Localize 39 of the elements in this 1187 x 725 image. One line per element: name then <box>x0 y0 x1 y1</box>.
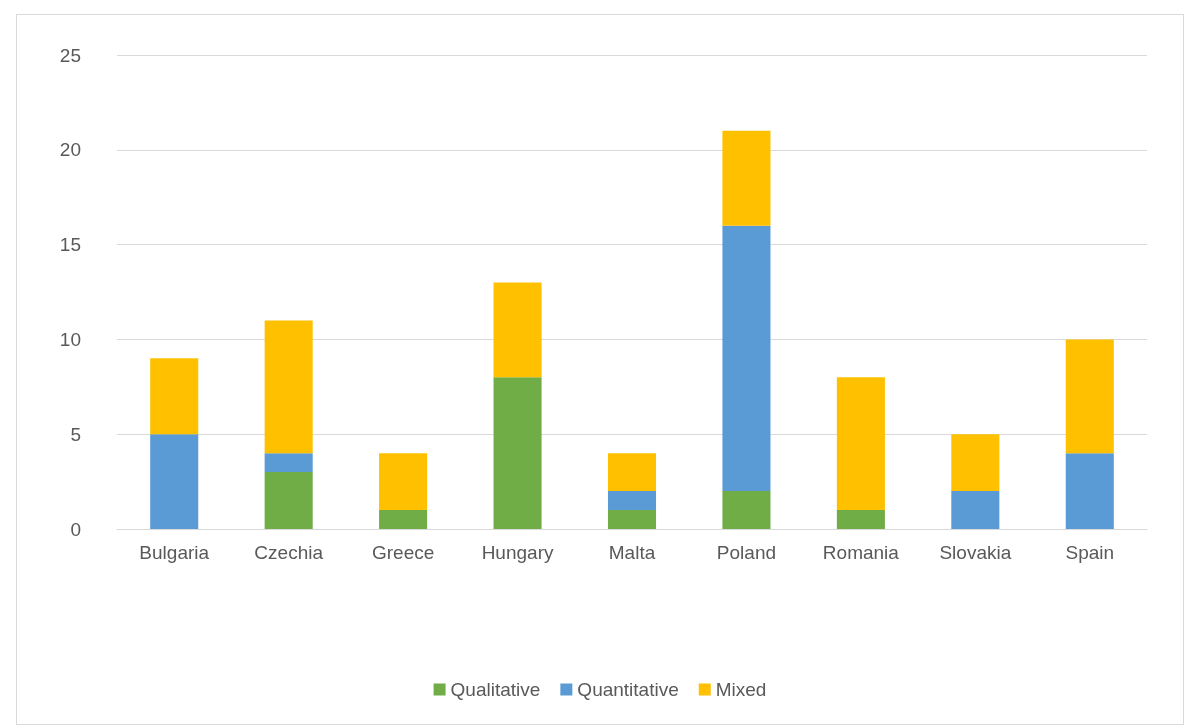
bar <box>493 282 542 378</box>
bar <box>264 453 313 473</box>
x-tick-label: Czechia <box>254 542 324 563</box>
y-tick-label: 25 <box>59 44 81 66</box>
legend-label: Qualitative <box>450 679 541 700</box>
bar <box>836 377 885 511</box>
bar <box>379 510 428 529</box>
bar <box>722 130 771 226</box>
x-tick-label: Malta <box>608 542 656 563</box>
bar <box>264 472 313 529</box>
bar <box>722 225 771 492</box>
x-tick-label: Greece <box>371 542 435 563</box>
bar <box>951 491 1000 529</box>
x-tick-label: Bulgaria <box>139 542 210 563</box>
x-tick-label: Hungary <box>481 542 554 563</box>
y-tick-label: 20 <box>59 139 81 161</box>
x-tick-label: Spain <box>1065 542 1115 563</box>
bar <box>150 434 199 529</box>
bar <box>493 377 542 529</box>
x-tick-label: Romania <box>822 542 900 563</box>
bar <box>607 491 657 511</box>
x-tick-label: Slovakia <box>939 542 1012 563</box>
y-tick-label: 10 <box>59 328 81 350</box>
y-tick-label: 5 <box>70 423 81 445</box>
bar <box>607 510 657 529</box>
bar <box>951 434 1000 492</box>
legend-label: Quantitative <box>577 679 679 700</box>
bar <box>379 453 428 511</box>
bar <box>607 453 657 492</box>
bar <box>264 320 313 454</box>
bar <box>836 510 885 529</box>
bar <box>722 491 771 529</box>
legend-label: Mixed <box>715 679 767 700</box>
x-tick-label: Poland <box>716 542 777 563</box>
bar <box>1065 453 1114 529</box>
bar <box>150 358 199 435</box>
y-tick-label: 0 <box>70 518 81 540</box>
bar <box>1065 339 1114 454</box>
y-tick-label: 15 <box>59 234 81 256</box>
